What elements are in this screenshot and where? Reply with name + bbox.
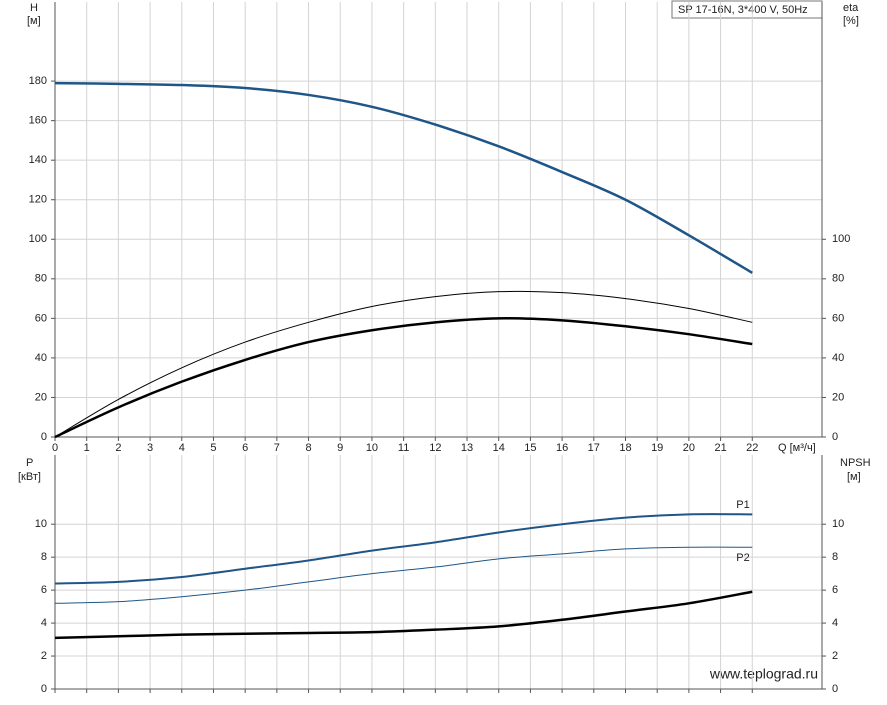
y2-tick-label: 80: [832, 273, 844, 285]
series-label: P1: [736, 499, 749, 511]
y2-tick-label: 60: [832, 312, 844, 324]
y-tick-label: 6: [41, 584, 47, 596]
y-tick-label: 180: [29, 75, 47, 87]
x-tick-label: 5: [210, 442, 216, 454]
y2-label: NPSH: [840, 457, 871, 469]
y2-tick-label: 0: [832, 431, 838, 443]
x-tick-label: 3: [147, 442, 153, 454]
series-line: [54, 590, 753, 640]
series-line: [54, 513, 753, 585]
x-tick-label: 21: [714, 442, 726, 454]
x-tick-label: 10: [366, 442, 378, 454]
x-tick-label: 1: [84, 442, 90, 454]
y-tick-label: 8: [41, 551, 47, 563]
x-tick-label: 18: [619, 442, 631, 454]
y-tick-label: 0: [41, 431, 47, 443]
y2-tick-label: 40: [832, 352, 844, 364]
x-tick-label: 15: [524, 442, 536, 454]
x-label: Q [м³/ч]: [778, 442, 816, 454]
y2-tick-label: 8: [832, 551, 838, 563]
chart-title: SP 17-16N, 3*400 V, 50Hz: [678, 4, 808, 16]
y-tick-label: 20: [35, 391, 47, 403]
series-line: [54, 290, 753, 438]
y2-label: eta: [843, 2, 859, 14]
y-tick-label: 100: [29, 233, 47, 245]
y-tick-label: 120: [29, 194, 47, 206]
y-tick-label: 80: [35, 273, 47, 285]
x-tick-label: 19: [651, 442, 663, 454]
series-line: [54, 317, 753, 439]
x-tick-label: 11: [398, 442, 409, 454]
x-tick-label: 7: [274, 442, 280, 454]
x-tick-label: 0: [52, 442, 58, 454]
x-tick-label: 20: [683, 442, 695, 454]
x-tick-label: 2: [115, 442, 121, 454]
x-tick-label: 14: [493, 442, 505, 454]
x-tick-label: 9: [337, 442, 343, 454]
y-tick-label: 2: [41, 650, 47, 662]
x-tick-label: 17: [588, 442, 600, 454]
y2-tick-label: 2: [832, 650, 838, 662]
x-tick-label: 6: [242, 442, 248, 454]
y-tick-label: 140: [29, 154, 47, 166]
x-tick-label: 16: [556, 442, 568, 454]
y2-tick-label: 10: [832, 518, 844, 530]
watermark: www.teplograd.ru: [709, 666, 818, 682]
y2-tick-label: 20: [832, 391, 844, 403]
y-label: H: [30, 2, 38, 14]
y2-tick-label: 100: [832, 233, 850, 245]
y2-tick-label: 0: [832, 683, 838, 695]
series-line: [54, 546, 753, 604]
y2-tick-label: 6: [832, 584, 838, 596]
x-tick-label: 22: [746, 442, 758, 454]
series-label: P2: [736, 552, 749, 564]
x-tick-label: 4: [179, 442, 185, 454]
y-tick-label: 0: [41, 683, 47, 695]
x-tick-label: 12: [429, 442, 441, 454]
y2-tick-label: 4: [832, 617, 838, 629]
series-line: [54, 81, 753, 274]
y2-unit: [м]: [847, 471, 861, 483]
y-tick-label: 160: [29, 115, 47, 127]
y-tick-label: 10: [35, 518, 47, 530]
y-unit: [кВт]: [18, 471, 41, 483]
y-label: P: [26, 457, 33, 469]
y-tick-label: 40: [35, 352, 47, 364]
x-tick-label: 13: [461, 442, 473, 454]
x-tick-label: 8: [305, 442, 311, 454]
y-tick-label: 60: [35, 312, 47, 324]
y-unit: [м]: [27, 15, 41, 27]
y2-unit: [%]: [843, 15, 859, 27]
y-tick-label: 4: [41, 617, 47, 629]
